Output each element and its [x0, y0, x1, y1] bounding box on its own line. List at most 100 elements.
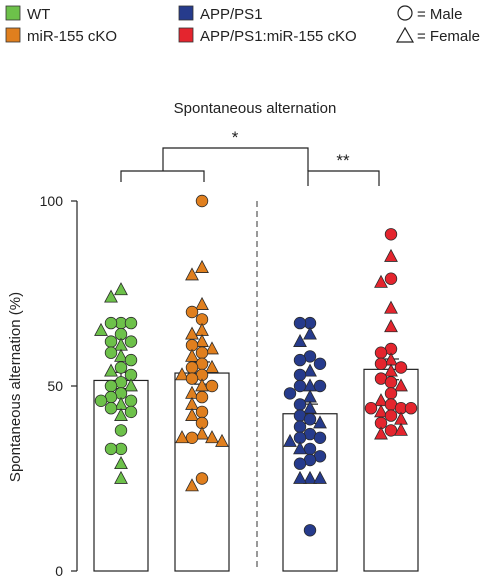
y-tick-label-0: 0	[55, 563, 63, 579]
legend-swatch-mir155-cko	[5, 27, 21, 43]
data-point-male	[384, 272, 398, 285]
data-point-female	[374, 426, 388, 440]
data-point-female	[205, 430, 219, 444]
data-point-male	[114, 361, 128, 374]
data-point-male	[124, 316, 138, 330]
data-point-female	[104, 363, 118, 377]
data-point-male	[124, 394, 138, 408]
legend: WT miR-155 cKO APP/PS1 APP/PS1:miR-155 c…	[5, 5, 480, 45]
y-axis-label: Spontaneous alternation (%)	[7, 292, 24, 482]
data-point-male	[404, 402, 418, 415]
legend-label-male: = Male	[417, 6, 462, 23]
data-point-male	[303, 524, 317, 537]
data-point-female	[114, 282, 128, 296]
data-point-female	[94, 322, 108, 336]
data-point-female	[303, 389, 317, 403]
data-point-male	[293, 368, 307, 382]
data-point-female	[384, 300, 398, 314]
data-point-male	[104, 346, 118, 359]
data-point-female	[195, 259, 209, 273]
data-point-female	[394, 378, 408, 392]
data-point-male	[104, 402, 118, 415]
data-point-female	[205, 359, 219, 373]
data-point-female	[104, 289, 118, 303]
points-layer	[94, 194, 418, 537]
data-point-female	[303, 470, 317, 484]
data-point-male	[293, 457, 307, 470]
data-point-male	[313, 431, 327, 445]
legend-swatch-wt	[5, 5, 21, 21]
data-point-male	[384, 409, 398, 422]
data-point-female	[283, 433, 297, 447]
error-bars-layer	[113, 358, 399, 424]
data-point-male	[293, 379, 307, 393]
data-point-female	[114, 470, 128, 484]
data-point-male	[384, 387, 398, 400]
legend-label-female: = Female	[417, 28, 480, 45]
data-point-female	[293, 470, 307, 484]
data-point-female	[195, 296, 209, 310]
data-point-male	[124, 353, 138, 367]
data-point-male	[384, 424, 398, 437]
data-point-male	[114, 424, 128, 437]
data-point-female	[313, 415, 327, 429]
data-point-female	[313, 470, 327, 484]
data-point-female	[175, 430, 189, 444]
chart-title: Spontaneous alternation	[174, 100, 337, 117]
legend-label-mir155-cko: miR-155 cKO	[27, 28, 117, 45]
data-point-male	[205, 379, 219, 393]
legend-swatch-app-ps1	[178, 5, 194, 21]
data-point-male	[374, 346, 388, 359]
data-point-male	[313, 379, 327, 393]
data-point-male	[303, 413, 317, 426]
data-point-male	[104, 316, 118, 330]
data-point-male	[185, 305, 199, 319]
data-point-male	[394, 361, 408, 374]
data-point-male	[195, 194, 209, 208]
data-point-male	[293, 353, 307, 367]
y-tick-label-100: 100	[40, 193, 64, 209]
significance-label-inner: **	[336, 151, 350, 170]
data-point-male	[293, 316, 307, 330]
data-point-male	[195, 472, 209, 485]
data-point-male	[283, 387, 297, 400]
data-point-male	[293, 398, 307, 411]
data-point-male	[313, 357, 327, 371]
legend-label-app-ps1-mir155-cko: APP/PS1:miR-155 cKO	[200, 28, 357, 45]
data-point-female	[303, 326, 317, 340]
data-point-male	[94, 394, 108, 408]
data-point-female	[185, 326, 199, 340]
data-point-male	[185, 361, 199, 374]
data-point-female	[293, 441, 307, 455]
data-point-female	[215, 433, 229, 447]
data-point-male	[384, 228, 398, 241]
y-tick-label-50: 50	[47, 378, 63, 394]
data-point-female	[185, 407, 199, 421]
legend-label-wt: WT	[27, 6, 50, 23]
legend-label-app-ps1: APP/PS1	[200, 6, 263, 23]
data-point-male	[104, 379, 118, 393]
y-axis	[71, 200, 78, 572]
data-point-male	[124, 335, 138, 348]
data-point-female	[124, 378, 138, 392]
data-point-male	[185, 372, 199, 385]
data-point-male	[124, 405, 138, 419]
data-point-male	[195, 346, 209, 359]
data-point-female	[205, 341, 219, 355]
significance-label-outer: *	[232, 128, 239, 147]
legend-swatch-app-ps1-mir155-cko	[178, 27, 194, 43]
data-point-female	[195, 426, 209, 440]
data-point-female	[293, 333, 307, 347]
data-point-male	[293, 420, 307, 433]
data-point-female	[185, 267, 199, 281]
data-point-male	[364, 402, 378, 415]
data-point-female	[384, 319, 398, 333]
data-point-female	[374, 274, 388, 288]
data-point-female	[195, 322, 209, 336]
triangle-icon	[395, 26, 415, 43]
data-point-female	[185, 478, 199, 492]
data-point-female	[303, 363, 317, 377]
bracket-right-pair	[307, 170, 380, 186]
data-point-female	[394, 422, 408, 436]
